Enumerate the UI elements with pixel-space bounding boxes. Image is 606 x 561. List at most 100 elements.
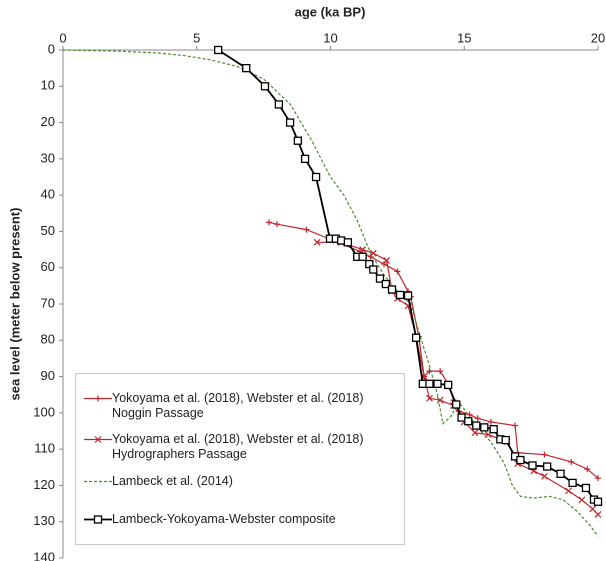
marker bbox=[437, 368, 444, 375]
legend: Yokoyama et al. (2018), Webster et al. (… bbox=[75, 373, 405, 545]
legend-entry: Lambeck-Yokoyama-Webster composite bbox=[76, 512, 336, 527]
legend-entry: Yokoyama et al. (2018), Webster et al. (… bbox=[76, 391, 364, 421]
y-axis-title: sea level (meter below present) bbox=[7, 208, 22, 401]
marker bbox=[457, 413, 466, 422]
marker bbox=[260, 82, 270, 91]
legend-swatch bbox=[84, 515, 112, 524]
marker bbox=[556, 469, 565, 478]
marker bbox=[472, 421, 481, 430]
marker bbox=[93, 515, 103, 524]
marker bbox=[426, 394, 433, 402]
marker bbox=[436, 396, 444, 404]
y-tick-label: 100 bbox=[33, 404, 55, 419]
marker bbox=[593, 497, 603, 506]
marker bbox=[489, 425, 498, 434]
marker bbox=[293, 136, 303, 145]
marker bbox=[383, 257, 391, 264]
marker bbox=[358, 252, 367, 261]
y-tick-label: 30 bbox=[41, 150, 55, 165]
marker bbox=[581, 483, 591, 493]
legend-swatch bbox=[84, 395, 112, 402]
marker bbox=[313, 238, 321, 246]
y-tick-label: 60 bbox=[41, 259, 55, 274]
marker bbox=[242, 63, 251, 73]
y-tick-label: 130 bbox=[33, 513, 55, 528]
marker bbox=[488, 418, 494, 425]
y-tick-label: 50 bbox=[41, 223, 55, 238]
marker bbox=[213, 45, 223, 55]
legend-swatch bbox=[84, 436, 112, 443]
marker bbox=[395, 290, 405, 300]
marker bbox=[568, 458, 575, 465]
x-tick-label: 0 bbox=[59, 30, 66, 45]
marker bbox=[512, 422, 519, 429]
marker bbox=[387, 285, 397, 294]
marker bbox=[274, 100, 284, 109]
marker bbox=[444, 380, 453, 390]
marker bbox=[541, 451, 548, 458]
marker bbox=[94, 436, 102, 443]
series-line bbox=[62, 49, 599, 537]
marker bbox=[543, 462, 552, 471]
marker bbox=[311, 172, 321, 182]
marker bbox=[418, 379, 427, 388]
marker bbox=[300, 154, 310, 164]
marker bbox=[464, 417, 473, 426]
marker bbox=[480, 423, 489, 432]
x-tick-label: 10 bbox=[323, 30, 337, 45]
x-tick-label: 15 bbox=[457, 30, 471, 45]
marker bbox=[403, 291, 413, 300]
marker bbox=[584, 466, 591, 473]
marker bbox=[394, 268, 401, 275]
marker bbox=[578, 496, 586, 504]
legend-label: Yokoyama et al. (2018), Webster et al. (… bbox=[112, 432, 364, 461]
y-tick-label: 70 bbox=[41, 295, 55, 310]
marker bbox=[528, 461, 537, 470]
marker bbox=[425, 379, 434, 388]
y-tick-label: 140 bbox=[33, 549, 55, 561]
marker bbox=[565, 487, 572, 495]
marker bbox=[381, 279, 391, 289]
marker bbox=[95, 395, 101, 402]
legend-label: Lambeck et al. (2014) bbox=[112, 474, 233, 488]
marker bbox=[343, 238, 353, 247]
marker bbox=[359, 246, 367, 253]
x-axis-title: age (ka BP) bbox=[295, 4, 366, 19]
legend-entry: Yokoyama et al. (2018), Webster et al. (… bbox=[76, 432, 364, 462]
y-tick-label: 80 bbox=[41, 332, 55, 347]
marker bbox=[471, 429, 479, 437]
marker bbox=[381, 261, 387, 268]
marker bbox=[474, 415, 481, 422]
marker bbox=[303, 226, 310, 233]
marker bbox=[516, 455, 525, 465]
y-tick-label: 90 bbox=[41, 368, 55, 383]
x-tick-label: 20 bbox=[591, 30, 605, 45]
marker bbox=[337, 236, 346, 245]
marker bbox=[595, 475, 601, 482]
marker bbox=[285, 118, 295, 127]
legend-label: Yokoyama et al. (2018), Webster et al. (… bbox=[112, 391, 364, 420]
marker bbox=[568, 478, 577, 488]
series-line bbox=[268, 221, 599, 479]
y-tick-label: 120 bbox=[33, 477, 55, 492]
marker bbox=[541, 472, 548, 480]
y-tick-label: 110 bbox=[34, 441, 55, 456]
legend-label: Lambeck-Yokoyama-Webster composite bbox=[112, 512, 336, 526]
marker bbox=[375, 274, 385, 283]
series-line bbox=[317, 241, 599, 515]
marker bbox=[501, 435, 510, 445]
x-tick-label: 5 bbox=[193, 30, 200, 45]
y-tick-label: 0 bbox=[48, 41, 55, 56]
marker bbox=[369, 265, 378, 274]
marker bbox=[594, 511, 602, 518]
marker bbox=[433, 379, 442, 388]
marker bbox=[274, 221, 280, 228]
legend-entry: Lambeck et al. (2014) bbox=[76, 474, 233, 489]
marker bbox=[411, 333, 421, 342]
legend-swatch bbox=[84, 480, 112, 483]
y-tick-label: 40 bbox=[41, 187, 55, 202]
y-tick-label: 10 bbox=[41, 78, 55, 93]
marker bbox=[265, 219, 272, 226]
